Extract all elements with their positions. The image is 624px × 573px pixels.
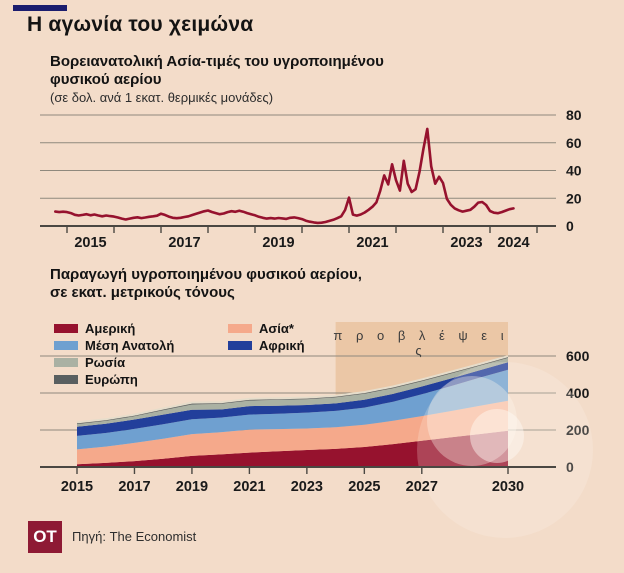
price-chart-heading-line2: φυσικού αερίου	[50, 71, 162, 88]
area-series-Αφρική	[77, 362, 508, 436]
legend-item: Μέση Ανατολή	[54, 337, 175, 353]
y-axis-label: 400	[566, 385, 590, 401]
legend-label: Ρωσία	[85, 354, 126, 370]
legend-swatch	[54, 374, 78, 384]
legend-label: Ευρώπη	[85, 371, 138, 387]
watermark-circle-inner	[470, 409, 524, 463]
watermark-circle-outer	[417, 362, 593, 538]
y-axis-label: 20	[566, 190, 582, 206]
area-series-Ασία	[77, 400, 508, 465]
legend-item: Αμερική	[54, 320, 136, 336]
page-title: Η αγωνία του χειμώνα	[27, 13, 254, 36]
x-axis-label: 2024	[497, 235, 529, 251]
price-line-series	[54, 127, 515, 225]
price-chart-heading: Βορειανατολική Ασία-τιμές του υγροποιημέ…	[50, 53, 384, 89]
legend-label: Μέση Ανατολή	[85, 337, 175, 353]
production-chart-heading-line1: Παραγωγή υγροποιημένου φυσικού αερίου,	[50, 266, 362, 283]
x-axis-label: 2019	[262, 235, 294, 251]
y-axis-label: 200	[566, 422, 590, 438]
area-series-Μέση Ανατολή	[77, 369, 508, 450]
y-axis-label: 60	[566, 135, 582, 151]
area-series-Αμερική	[77, 430, 508, 467]
legend-label: Αφρική	[259, 337, 305, 353]
y-axis-label: 80	[566, 107, 582, 123]
x-axis-label: 2019	[176, 479, 208, 495]
source-credit: Πηγή: The Economist	[72, 529, 197, 544]
legend-label: Ασία*	[259, 320, 294, 336]
ot-logo: OT	[28, 521, 62, 553]
legend-label: Αμερική	[85, 320, 136, 336]
area-series-Ρωσία	[77, 357, 508, 427]
y-axis-label: 0	[566, 459, 574, 475]
legend-item: Αφρική	[228, 337, 305, 353]
price-chart-heading-line1: Βορειανατολική Ασία-τιμές του υγροποιημέ…	[50, 53, 384, 70]
y-axis-label: 40	[566, 163, 582, 179]
watermark-circle-mid	[427, 376, 517, 466]
legend-swatch	[54, 357, 78, 367]
production-area-chart: 0 200 400 600 2015 2017 2019 2021 2023 2025 2027 20…	[40, 322, 593, 538]
legend-swatch	[54, 323, 78, 333]
x-axis-label: 2021	[356, 235, 388, 251]
legend-swatch	[228, 340, 252, 350]
x-axis-label: 2017	[118, 479, 150, 495]
x-axis-label: 2025	[348, 479, 380, 495]
accent-bar	[13, 5, 67, 11]
legend-swatch	[228, 323, 252, 333]
forecast-region-label: π ρ ο β λ έ ψ ε ι ς	[333, 328, 509, 358]
price-chart-unit-note: (σε δολ. ανά 1 εκατ. θερμικές μονάδες)	[50, 90, 274, 105]
stack-top-highlight	[76, 355, 509, 424]
production-chart-heading-line2: σε εκατ. μετρικούς τόνους	[50, 284, 235, 301]
x-axis-label: 2021	[233, 479, 265, 495]
legend-item: Ρωσία	[54, 354, 126, 370]
x-axis-label: 2027	[406, 479, 438, 495]
x-axis-label: 2015	[61, 479, 93, 495]
legend-swatch	[54, 340, 78, 350]
x-axis-label: 2023	[291, 479, 323, 495]
price-line-chart: 0 20 40 60 80 2015 2017 2019 2021 2023 2024	[40, 107, 582, 251]
x-axis-label: 2023	[450, 235, 482, 251]
legend-item: Ευρώπη	[54, 371, 138, 387]
y-axis-label: 600	[566, 348, 590, 364]
x-axis-label: 2015	[74, 235, 106, 251]
y-axis-label: 0	[566, 218, 574, 234]
production-chart-heading: Παραγωγή υγροποιημένου φυσικού αερίου, σ…	[50, 266, 362, 302]
x-axis-label: 2030	[492, 479, 524, 495]
x-axis-label: 2017	[168, 235, 200, 251]
legend-item: Ασία*	[228, 320, 294, 336]
